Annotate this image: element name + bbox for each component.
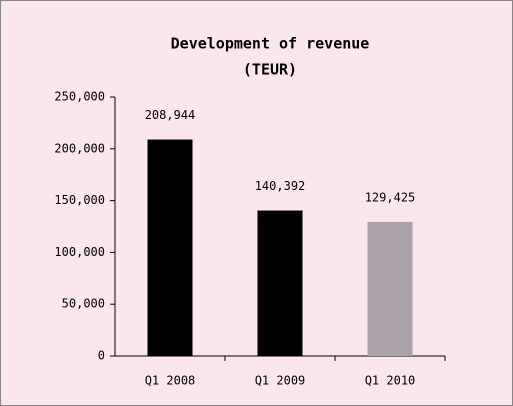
y-tick-label: 0: [98, 349, 105, 363]
data-label: 140,392: [255, 179, 306, 193]
chart-title: Development of revenue: [171, 35, 370, 53]
x-tick-label: Q1 2010: [365, 374, 416, 388]
bar: [147, 139, 193, 356]
y-tick-label: 100,000: [54, 245, 105, 259]
data-label: 129,425: [365, 190, 416, 204]
data-label: 208,944: [145, 108, 196, 122]
y-tick-label: 50,000: [62, 297, 105, 311]
bar: [367, 221, 413, 356]
y-tick-label: 200,000: [54, 141, 105, 155]
y-tick-label: 250,000: [54, 90, 105, 104]
bar: [257, 210, 303, 356]
chart-subtitle: (TEUR): [243, 61, 297, 79]
x-tick-label: Q1 2008: [145, 374, 196, 388]
y-tick-label: 150,000: [54, 193, 105, 207]
x-tick-label: Q1 2009: [255, 374, 306, 388]
